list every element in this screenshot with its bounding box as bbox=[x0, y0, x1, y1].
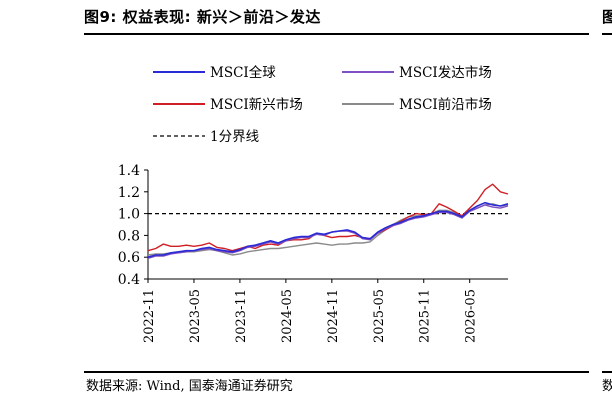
y-tick-label: 0.6 bbox=[118, 250, 140, 266]
x-tick-label: 2024-05 bbox=[280, 289, 295, 343]
legend-label: MSCI发达市场 bbox=[399, 64, 492, 81]
right-rule-top bbox=[602, 33, 612, 35]
legend-label: 1分界线 bbox=[210, 129, 259, 145]
right-rule-foot bbox=[602, 371, 612, 373]
x-tick-label: 2022-11 bbox=[142, 289, 157, 343]
x-axis: 2022-11 2023-05 2023-11 2024-05 2024-11 2025-… bbox=[142, 278, 508, 343]
plot-area bbox=[147, 183, 509, 259]
x-tick-label: 2025-05 bbox=[372, 289, 387, 343]
y-tick-label: 1.4 bbox=[118, 163, 140, 179]
right-edge-glyph-foot: 数 bbox=[602, 379, 612, 394]
y-tick-label: 1.0 bbox=[118, 207, 140, 223]
legend-label: MSCI新兴市场 bbox=[210, 96, 303, 113]
x-tick-label: 2023-05 bbox=[188, 289, 203, 343]
right-edge-glyph-top: 图 bbox=[602, 8, 612, 26]
x-tick-label: 2023-11 bbox=[234, 289, 249, 343]
legend-label: MSCI前沿市场 bbox=[399, 96, 492, 113]
legend: MSCI全球 MSCI发达市场 MSCI新兴市场 MSCI前沿市场 1分界线 bbox=[153, 64, 492, 145]
source-note: 数据来源: Wind, 国泰海通证券研究 bbox=[86, 379, 293, 394]
series-line-msci-emerging bbox=[147, 183, 509, 252]
legend-label: MSCI全球 bbox=[210, 64, 276, 81]
x-tick-label: 2024-11 bbox=[326, 289, 341, 343]
x-tick-label: 2026-05 bbox=[464, 289, 479, 343]
series-line-msci-acwi bbox=[147, 201, 509, 258]
y-tick-label: 0.4 bbox=[118, 272, 140, 288]
series-line-msci-frontier bbox=[147, 203, 509, 256]
y-tick-label: 1.2 bbox=[118, 185, 140, 201]
x-tick-label: 2025-11 bbox=[418, 289, 433, 343]
y-tick-label: 0.8 bbox=[118, 228, 140, 244]
title-rule bbox=[84, 33, 589, 35]
y-axis: 0.4 0.6 0.8 1.0 1.2 1.4 bbox=[118, 163, 149, 288]
chart-title: 图9: 权益表现: 新兴＞前沿＞发达 bbox=[84, 8, 321, 26]
footer-rule bbox=[84, 371, 589, 373]
